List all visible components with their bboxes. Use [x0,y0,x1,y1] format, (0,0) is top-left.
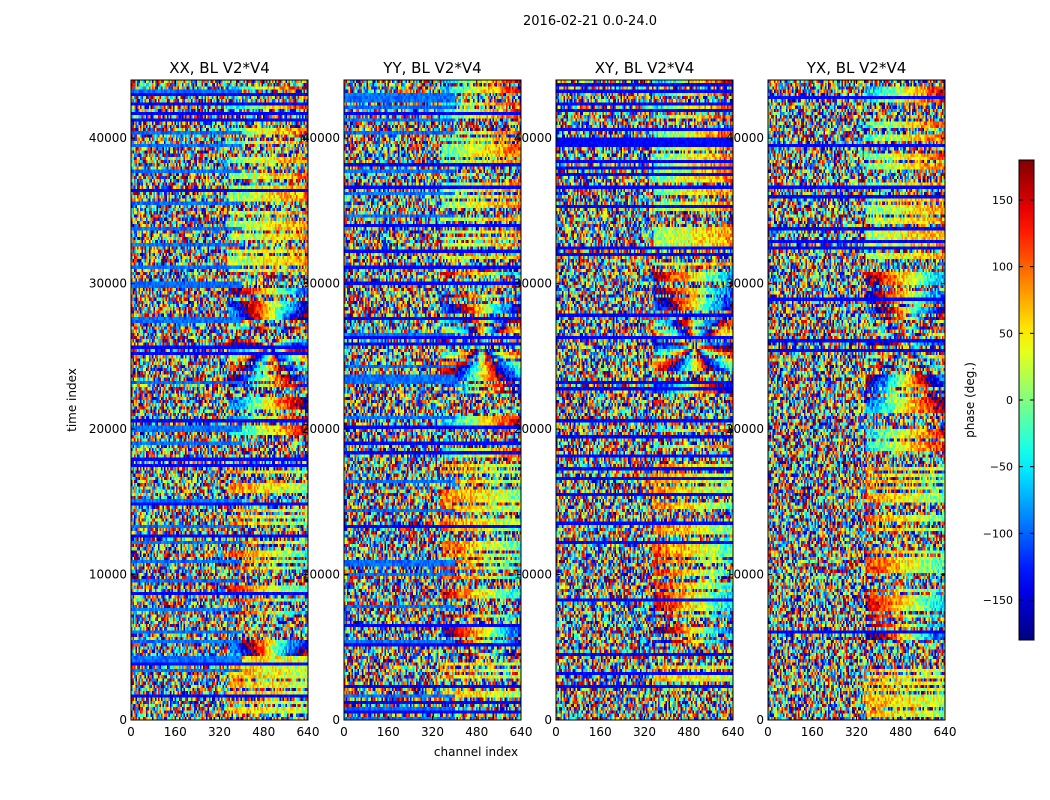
x-tick-label: 0 [552,725,560,739]
x-tick-label: 480 [889,725,912,739]
y-tick-label: 20000 [726,422,764,436]
x-tick-label: 480 [252,725,275,739]
colorbar-tick-label: −100 [983,527,1013,540]
heatmap-0 [131,80,308,720]
x-tick-label: 320 [421,725,444,739]
x-tick-label: 480 [677,725,700,739]
y-axis-label: time index [65,368,79,432]
y-tick-label: 30000 [726,277,764,291]
x-tick-label: 320 [633,725,656,739]
x-tick-label: 640 [934,725,957,739]
x-tick-label: 640 [722,725,745,739]
y-tick-label: 40000 [89,131,127,145]
y-tick-label: 0 [544,713,552,727]
y-tick-label: 20000 [89,422,127,436]
x-tick-label: 160 [164,725,187,739]
y-tick-label: 10000 [89,568,127,582]
y-tick-label: 0 [332,713,340,727]
panel-title-0: XX, BL V2*V4 [169,59,270,77]
colorbar-tick-label: 50 [999,327,1013,340]
colorbar-tick-label: −50 [990,461,1013,474]
x-tick-label: 0 [764,725,772,739]
y-tick-label: 10000 [302,568,340,582]
y-tick-label: 10000 [726,568,764,582]
x-tick-label: 160 [377,725,400,739]
x-tick-label: 320 [208,725,231,739]
panel-title-1: YY, BL V2*V4 [382,59,481,77]
colorbar-tick-label: 0 [1006,394,1013,407]
y-tick-label: 40000 [726,131,764,145]
colorbar-tick-label: −150 [983,594,1013,607]
y-tick-label: 40000 [302,131,340,145]
panel-title-2: XY, BL V2*V4 [595,59,695,77]
y-tick-label: 30000 [302,277,340,291]
y-tick-label: 0 [119,713,127,727]
y-tick-label: 30000 [89,277,127,291]
y-tick-label: 20000 [302,422,340,436]
x-tick-label: 640 [297,725,320,739]
y-tick-label: 10000 [514,568,552,582]
colorbar-tick-label: 150 [992,194,1013,207]
x-tick-label: 640 [510,725,533,739]
x-tick-label: 160 [801,725,824,739]
y-tick-label: 30000 [514,277,552,291]
heatmap-1 [344,80,521,720]
colorbar-tick-label: 100 [992,261,1013,274]
x-tick-label: 320 [845,725,868,739]
figure-suptitle: 2016-02-21 0.0-24.0 [523,14,657,29]
colorbar-label: phase (deg.) [963,362,977,438]
x-tick-label: 0 [340,725,348,739]
x-tick-label: 480 [465,725,488,739]
y-tick-label: 0 [756,713,764,727]
heatmap-3 [768,80,945,720]
panel-title-3: YX, BL V2*V4 [806,59,907,77]
y-tick-label: 40000 [514,131,552,145]
x-tick-label: 0 [127,725,135,739]
y-tick-label: 20000 [514,422,552,436]
x-tick-label: 160 [589,725,612,739]
x-axis-label: channel index [434,745,518,759]
heatmap-2 [556,80,733,720]
